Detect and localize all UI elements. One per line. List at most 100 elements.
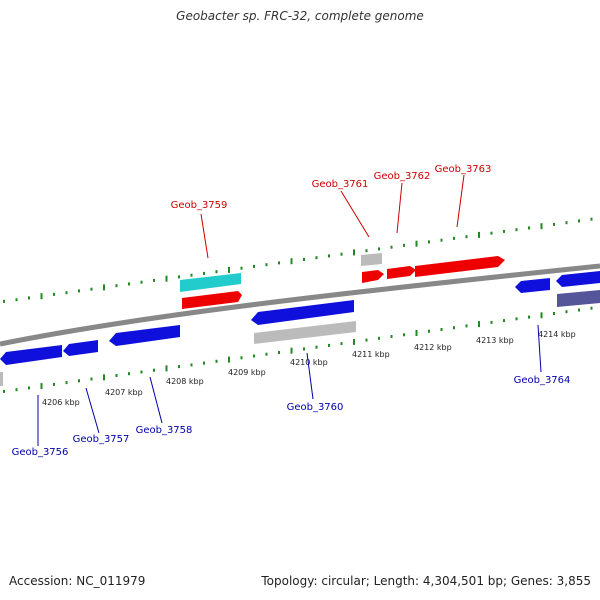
gene-label-geob_3756[interactable]: Geob_3756	[12, 447, 69, 458]
major-tick	[165, 365, 168, 372]
minor-tick	[440, 238, 443, 242]
kbp-label: 4214 kbp	[538, 330, 576, 339]
kbp-label: 4211 kbp	[352, 350, 390, 359]
minor-tick	[453, 326, 455, 330]
major-tick	[540, 223, 543, 230]
minor-tick	[253, 354, 255, 358]
minor-tick	[278, 351, 280, 354]
callout-line-geob_3760	[306, 352, 314, 400]
minor-tick	[15, 298, 18, 302]
major-tick	[103, 374, 105, 381]
kbp-label: 4208 kbp	[166, 377, 204, 386]
minor-tick	[90, 377, 93, 381]
gene-label-geob_3764[interactable]: Geob_3764	[514, 375, 571, 386]
minor-tick	[403, 333, 405, 337]
kbp-label: 4210 kbp	[290, 358, 328, 367]
major-tick	[540, 312, 543, 319]
minor-tick	[503, 229, 505, 233]
major-tick	[103, 284, 105, 291]
minor-tick	[115, 374, 118, 377]
genome-backbone	[0, 263, 600, 347]
kbp-label: 4213 kbp	[476, 336, 514, 345]
gene-label-geob_3757[interactable]: Geob_3757	[73, 434, 130, 445]
minor-tick	[65, 291, 68, 295]
gene-arrow-offscreen[interactable]	[556, 271, 600, 287]
reverse-genes	[0, 271, 600, 365]
gene-arrow-geob_3758[interactable]	[109, 325, 180, 346]
kbp-label: 4209 kbp	[228, 368, 266, 377]
minor-tick	[365, 338, 368, 342]
forward-tick-track	[3, 217, 593, 303]
minor-tick	[240, 266, 243, 270]
minor-tick	[115, 284, 118, 288]
gene-label-geob_3763[interactable]: Geob_3763	[435, 164, 492, 175]
minor-tick	[253, 264, 255, 268]
callout-line-geob_3758	[149, 376, 163, 424]
gene-box-offscreen[interactable]	[557, 290, 600, 307]
major-tick	[415, 240, 418, 247]
minor-tick	[453, 236, 455, 240]
minor-tick	[78, 379, 80, 383]
gene-label-geob_3759[interactable]: Geob_3759	[171, 200, 228, 211]
callout-line-geob_3762	[396, 182, 403, 234]
minor-tick	[365, 249, 368, 253]
minor-tick	[28, 296, 30, 300]
minor-tick	[190, 273, 193, 277]
gene-label-geob_3761[interactable]: Geob_3761	[312, 179, 369, 190]
callout-line-geob_3761	[340, 190, 370, 238]
gene-arrow-geob_3762[interactable]	[387, 266, 416, 279]
minor-tick	[490, 320, 493, 324]
minor-tick	[203, 361, 205, 365]
minor-tick	[190, 363, 193, 367]
genome-summary-text: Topology: circular; Length: 4,304,501 bp…	[261, 574, 591, 588]
callout-line-geob_3759	[200, 213, 209, 259]
minor-tick	[490, 231, 493, 235]
gene-arrow-geob_3764[interactable]	[515, 278, 550, 293]
gene-arrow-geob_3756[interactable]	[0, 345, 62, 365]
gene-arrow-geob_3757[interactable]	[63, 340, 98, 356]
kbp-label: 4212 kbp	[414, 343, 452, 352]
major-tick	[40, 293, 43, 300]
minor-tick	[128, 372, 130, 376]
gene-arrow-geob_3760[interactable]	[251, 300, 354, 325]
gene-label-geob_3758[interactable]: Geob_3758	[136, 425, 193, 436]
minor-tick	[90, 287, 93, 291]
gene-callouts	[37, 174, 542, 446]
minor-tick	[215, 359, 218, 363]
minor-tick	[528, 226, 530, 230]
pseudo-feature-top[interactable]	[361, 253, 382, 266]
minor-tick	[428, 329, 430, 333]
gene-arrow-geob_3759[interactable]	[182, 291, 242, 309]
kbp-label: 4207 kbp	[105, 388, 143, 397]
minor-tick	[440, 328, 443, 331]
accession-text: Accession: NC_011979	[9, 574, 146, 588]
gene-arrow-geob_3761[interactable]	[362, 270, 384, 283]
major-tick	[290, 347, 293, 354]
rna-feature[interactable]	[180, 273, 241, 292]
major-tick	[478, 321, 480, 328]
minor-tick	[390, 335, 393, 338]
forward-genes	[182, 256, 505, 309]
minor-tick	[578, 308, 580, 312]
minor-tick	[53, 292, 55, 296]
reverse-tick-track	[3, 306, 593, 393]
minor-tick	[553, 312, 555, 315]
major-tick	[228, 356, 230, 363]
minor-tick	[265, 263, 268, 267]
gene-label-geob_3760[interactable]: Geob_3760	[287, 402, 344, 413]
pseudo-feature-left-edge[interactable]	[0, 372, 3, 386]
minor-tick	[65, 381, 68, 385]
pseudo-feature-bottom[interactable]	[254, 321, 356, 344]
major-tick	[228, 266, 230, 273]
minor-tick	[590, 217, 593, 221]
minor-tick	[465, 235, 468, 239]
minor-tick	[503, 319, 505, 323]
major-tick	[290, 258, 293, 265]
minor-tick	[465, 324, 468, 328]
callout-line-geob_3763	[456, 174, 465, 228]
major-tick	[353, 249, 355, 256]
gene-arrow-geob_3763[interactable]	[415, 256, 505, 277]
kbp-label: 4206 kbp	[42, 398, 80, 407]
minor-tick	[578, 219, 580, 223]
gene-label-geob_3762[interactable]: Geob_3762	[374, 171, 431, 182]
